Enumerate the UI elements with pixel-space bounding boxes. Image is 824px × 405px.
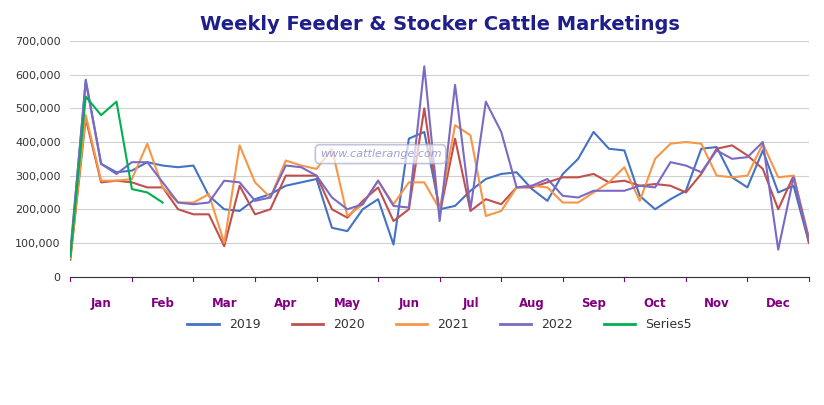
Text: Sep: Sep: [581, 296, 606, 309]
Text: Nov: Nov: [704, 296, 729, 309]
Text: Mar: Mar: [212, 296, 237, 309]
Text: Jul: Jul: [462, 296, 479, 309]
Legend: 2019, 2020, 2021, 2022, Series5: 2019, 2020, 2021, 2022, Series5: [182, 313, 697, 336]
Text: Feb: Feb: [151, 296, 175, 309]
Text: May: May: [334, 296, 361, 309]
Text: Oct: Oct: [644, 296, 667, 309]
Text: Jan: Jan: [91, 296, 111, 309]
Text: www.cattlerange.com: www.cattlerange.com: [320, 149, 442, 159]
Title: Weekly Feeder & Stocker Cattle Marketings: Weekly Feeder & Stocker Cattle Marketing…: [199, 15, 680, 34]
Text: Dec: Dec: [765, 296, 790, 309]
Text: Apr: Apr: [274, 296, 297, 309]
Text: Aug: Aug: [519, 296, 545, 309]
Text: Jun: Jun: [398, 296, 419, 309]
